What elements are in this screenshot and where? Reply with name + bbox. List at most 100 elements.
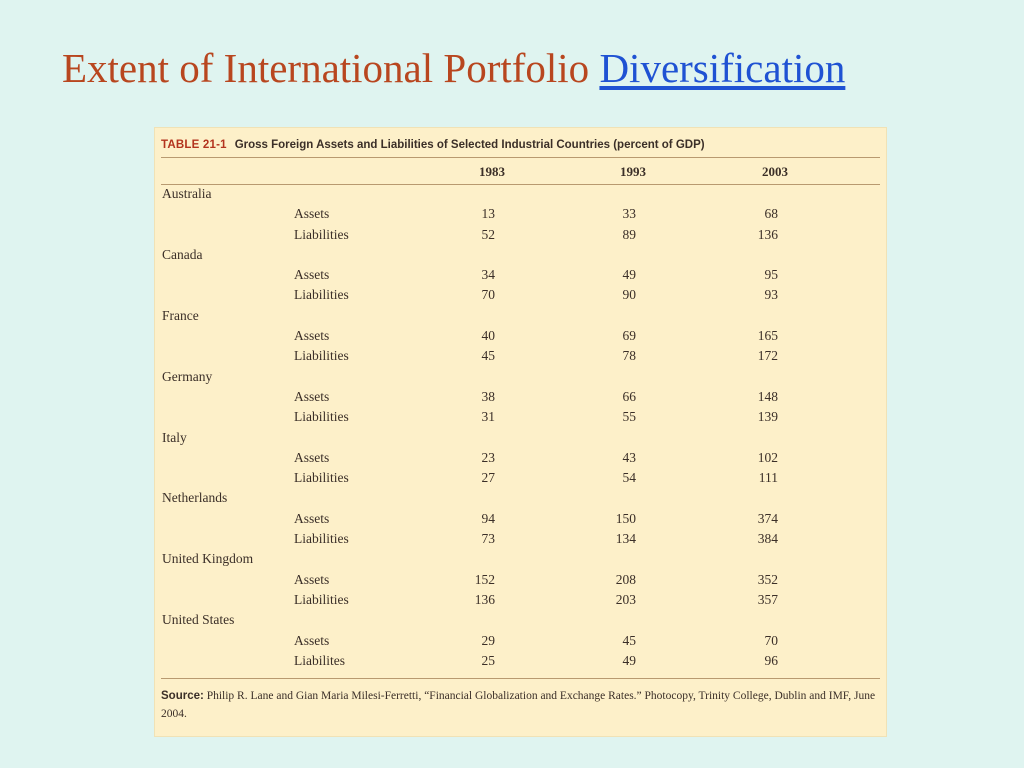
table-cell: 25 xyxy=(481,652,496,668)
table-header-row: 1983 1993 2003 xyxy=(161,158,880,185)
country-row: Italy xyxy=(154,428,887,448)
country-row: Netherlands xyxy=(154,488,887,508)
table-cell: 139 xyxy=(757,409,778,425)
row-label: Liabilites xyxy=(294,652,345,668)
table-cell: 203 xyxy=(615,591,636,607)
table-cell: 27 xyxy=(481,470,496,486)
table-row: Assets 34 49 95 xyxy=(154,265,887,285)
year-header: 2003 xyxy=(762,164,788,179)
table-cell: 208 xyxy=(615,571,636,587)
country-row: Germany xyxy=(154,367,887,387)
table-cell: 152 xyxy=(474,571,495,587)
table-cell: 150 xyxy=(615,510,636,526)
country-name: Canada xyxy=(162,246,203,262)
country-name: Australia xyxy=(162,186,212,201)
table-cell: 90 xyxy=(622,287,637,303)
table-cell: 134 xyxy=(615,531,636,547)
table-cell: 38 xyxy=(481,388,496,404)
table-cell: 13 xyxy=(481,206,496,222)
table-cell: 165 xyxy=(757,328,778,344)
row-label: Liabilities xyxy=(294,226,349,242)
country-name: United States xyxy=(162,612,235,628)
table-cell: 93 xyxy=(764,287,779,303)
country-name: Netherlands xyxy=(162,490,228,506)
table-cell: 357 xyxy=(757,591,778,607)
table-cell: 374 xyxy=(757,510,778,526)
table-caption-text: Gross Foreign Assets and Liabilities of … xyxy=(234,139,705,151)
table-cell: 111 xyxy=(758,470,778,486)
country-name: Germany xyxy=(162,368,213,384)
table-row: Liabilities 27 54 111 xyxy=(154,468,887,488)
table-row: Assets 152 208 352 xyxy=(154,570,887,590)
country-row: Canada xyxy=(154,245,887,265)
table-row: Liabilities 52 89 136 xyxy=(154,225,887,245)
table-row: Assets 40 69 165 xyxy=(154,326,887,346)
slide-title: Extent of International Portfolio Divers… xyxy=(62,44,845,92)
row-label: Assets xyxy=(294,388,330,404)
table-cell: 45 xyxy=(622,632,637,648)
table-cell: 49 xyxy=(622,652,637,668)
diversification-link[interactable]: Diversification xyxy=(599,45,846,91)
table-number: TABLE 21-1 xyxy=(161,139,227,151)
table-cell: 70 xyxy=(481,287,496,303)
table-cell: 40 xyxy=(481,328,496,344)
table-cell: 43 xyxy=(622,449,637,465)
table-body: Australia Assets 13 33 68 Liabilities 52 89 136 C… xyxy=(154,184,887,671)
table-cell: 136 xyxy=(757,226,778,242)
slide-title-text: Extent of International Portfolio xyxy=(62,45,600,91)
country-name: France xyxy=(162,307,199,323)
table-row: Liabilities 73 134 384 xyxy=(154,529,887,549)
table-cell: 136 xyxy=(474,591,495,607)
table-cell: 55 xyxy=(622,409,637,425)
table-cell: 68 xyxy=(764,206,779,222)
table-cell: 384 xyxy=(757,531,778,547)
country-row: France xyxy=(154,306,887,326)
table-cell: 23 xyxy=(481,449,496,465)
table-cell: 34 xyxy=(481,267,496,283)
table-row: Liabilities 136 203 357 xyxy=(154,590,887,610)
row-label: Assets xyxy=(294,206,330,222)
table-source: Source: Philip R. Lane and Gian Maria Mi… xyxy=(161,678,880,723)
table-caption: TABLE 21-1 Gross Foreign Assets and Liabi… xyxy=(161,133,880,158)
row-label: Liabilities xyxy=(294,591,349,607)
table-cell: 33 xyxy=(622,206,637,222)
source-label: Source: xyxy=(161,690,204,702)
country-row: United States xyxy=(154,610,887,630)
row-label: Assets xyxy=(294,632,330,648)
table-cell: 94 xyxy=(481,510,496,526)
table-cell: 49 xyxy=(622,267,637,283)
table-cell: 54 xyxy=(622,470,637,486)
table-cell: 52 xyxy=(481,226,496,242)
table-row: Liabilities 45 78 172 xyxy=(154,346,887,366)
year-header: 1993 xyxy=(620,164,646,179)
row-label: Assets xyxy=(294,267,330,283)
table-cell: 102 xyxy=(757,449,778,465)
table-row: Assets 94 150 374 xyxy=(154,509,887,529)
row-label: Liabilities xyxy=(294,531,349,547)
table-cell: 96 xyxy=(764,652,779,668)
data-table: TABLE 21-1 Gross Foreign Assets and Liabi… xyxy=(154,127,887,737)
row-label: Liabilities xyxy=(294,348,349,364)
table-row: Liabilities 31 55 139 xyxy=(154,407,887,427)
table-cell: 66 xyxy=(622,388,637,404)
table-cell: 69 xyxy=(622,328,637,344)
table-row: Liabilities 70 90 93 xyxy=(154,285,887,305)
row-label: Liabilities xyxy=(294,470,349,486)
country-row: Australia xyxy=(154,184,887,204)
table-cell: 29 xyxy=(481,632,496,648)
table-row: Liabilites 25 49 96 xyxy=(154,651,887,671)
row-label: Assets xyxy=(294,510,330,526)
source-text: Philip R. Lane and Gian Maria Milesi-Fer… xyxy=(161,690,876,720)
table-cell: 45 xyxy=(481,348,496,364)
table-cell: 31 xyxy=(481,409,496,425)
row-label: Assets xyxy=(294,449,330,465)
table-cell: 73 xyxy=(481,531,496,547)
year-header: 1983 xyxy=(479,164,505,179)
country-name: United Kingdom xyxy=(162,551,254,567)
table-cell: 70 xyxy=(764,632,779,648)
table-cell: 172 xyxy=(757,348,778,364)
row-label: Liabilities xyxy=(294,287,349,303)
row-label: Liabilities xyxy=(294,409,349,425)
table-cell: 89 xyxy=(622,226,637,242)
row-label: Assets xyxy=(294,328,330,344)
